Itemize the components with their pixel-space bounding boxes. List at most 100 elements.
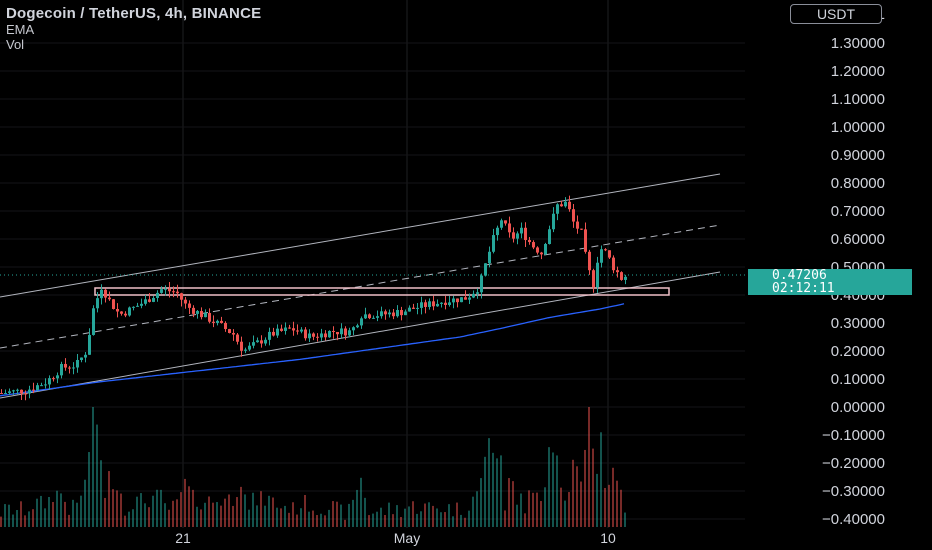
price-axis[interactable]: 11.300001.200001.100001.000000.900000.80… — [748, 0, 932, 528]
volume-bar — [132, 509, 134, 527]
volume-bar — [616, 480, 618, 527]
currency-button[interactable]: USDT — [790, 4, 882, 24]
volume-bar — [396, 505, 398, 527]
volume-bar — [264, 505, 266, 527]
volume-bar — [272, 497, 274, 527]
candle-body — [112, 299, 115, 309]
volume-bar — [192, 489, 194, 527]
indicator-volume[interactable]: Vol — [6, 37, 25, 52]
volume-bar — [252, 492, 254, 527]
candle-body — [296, 330, 299, 332]
candle-body — [560, 204, 563, 207]
candle-body — [424, 302, 427, 307]
volume-bar — [424, 503, 426, 527]
price-label: 1.30000 — [831, 35, 885, 52]
candle-body — [64, 363, 67, 368]
candle-body — [216, 320, 219, 323]
candle-body — [360, 318, 363, 326]
volume-bar — [292, 502, 294, 527]
candle-body — [256, 340, 259, 343]
candle-body — [108, 297, 111, 300]
candle-body — [52, 378, 55, 380]
volume-bar — [200, 509, 202, 527]
volume-bar — [364, 497, 366, 527]
candle-body — [468, 297, 471, 300]
candle-body — [540, 252, 543, 255]
volume-bar — [428, 502, 430, 527]
candle-body — [32, 389, 35, 391]
candle-body — [176, 291, 179, 294]
candle-body — [516, 233, 519, 239]
volume-bar — [540, 501, 542, 527]
symbol-title[interactable]: Dogecoin / TetherUS, 4h, BINANCE — [6, 5, 262, 22]
candle-body — [292, 328, 295, 331]
candle-body — [608, 250, 611, 258]
candle-body — [220, 320, 223, 323]
volume-bar — [488, 438, 490, 527]
volume-bar — [300, 508, 302, 527]
volume-bar — [180, 492, 182, 527]
volume-bar — [44, 508, 46, 527]
candle-body — [164, 288, 167, 290]
volume-bar — [348, 503, 350, 527]
candle-body — [44, 384, 47, 386]
candle-body — [448, 302, 451, 305]
candle-body — [36, 385, 39, 391]
volume-bar — [624, 512, 626, 527]
candle-body — [576, 221, 579, 229]
candle-body — [616, 270, 619, 273]
time-label: 10 — [600, 530, 616, 546]
volume-bar — [600, 432, 602, 527]
candle-body — [588, 251, 591, 271]
candle-body — [396, 310, 399, 317]
volume-bar — [584, 449, 586, 527]
candle-body — [412, 307, 415, 309]
candle-body — [348, 330, 351, 336]
volume-bar — [156, 489, 158, 527]
volume-bar — [164, 503, 166, 527]
volume-bar — [512, 481, 514, 527]
candle-body — [248, 345, 251, 350]
candle-body — [276, 328, 279, 336]
volume-bar — [612, 467, 614, 527]
candle-body — [388, 312, 391, 315]
time-axis[interactable]: 21 May 10 — [0, 528, 932, 550]
candle-body — [96, 298, 99, 309]
candle-body — [224, 322, 227, 330]
volume-bar — [452, 516, 454, 527]
volume-bar — [32, 509, 34, 527]
ema-path — [0, 303, 625, 397]
volume-bar — [340, 504, 342, 527]
candle-body — [84, 354, 87, 358]
volume-bar — [296, 514, 298, 527]
volume-bar — [588, 407, 590, 527]
indicator-ema[interactable]: EMA — [6, 22, 35, 37]
candle-body — [476, 292, 479, 294]
volume-bar — [400, 516, 402, 527]
candle-body — [500, 220, 503, 228]
candle-body — [464, 297, 467, 300]
candle-body — [60, 363, 63, 376]
candle-body — [416, 307, 419, 309]
volume-bar — [48, 496, 50, 527]
candle-body — [184, 299, 187, 304]
candle-body — [284, 327, 287, 331]
volume-bar — [28, 511, 30, 527]
volume-bar — [384, 515, 386, 527]
candle-body — [520, 227, 523, 234]
price-label: 1.20000 — [831, 63, 885, 80]
volume-bar — [268, 495, 270, 527]
candle-body — [488, 251, 491, 264]
candle-body — [80, 357, 83, 361]
volume-bar — [92, 407, 94, 527]
candle-body — [168, 288, 171, 292]
volume-bar — [324, 515, 326, 527]
volume-bar — [80, 495, 82, 527]
candle-body — [344, 328, 347, 336]
candle-body — [236, 334, 239, 342]
candle-body — [404, 311, 407, 316]
candle-body — [244, 349, 247, 351]
volume-bar — [604, 487, 606, 527]
channel-upper-line — [0, 173, 721, 298]
